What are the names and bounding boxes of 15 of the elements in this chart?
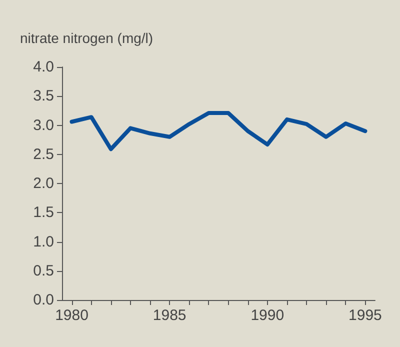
y-tick-label: 3.5 xyxy=(33,88,54,105)
y-tick-label: 1.5 xyxy=(33,204,54,222)
y-axis-title: nitrate nitrogen (mg/l) xyxy=(20,30,154,46)
y-tick-label: 2.5 xyxy=(33,146,54,163)
y-tick-label: 0.5 xyxy=(33,262,54,280)
y-tick-label: 3.0 xyxy=(33,116,54,134)
x-tick-label: 1995 xyxy=(348,307,382,324)
x-tick-label: 1990 xyxy=(250,307,284,324)
y-tick-label: 0.0 xyxy=(33,292,54,308)
y-tick-label: 1.0 xyxy=(33,233,54,250)
y-tick-label: 4.0 xyxy=(33,58,54,76)
line-series xyxy=(70,111,368,152)
y-tick-label: 2.0 xyxy=(33,175,54,192)
x-tick-label: 1985 xyxy=(152,307,186,324)
x-tick-label: 1980 xyxy=(55,307,88,324)
